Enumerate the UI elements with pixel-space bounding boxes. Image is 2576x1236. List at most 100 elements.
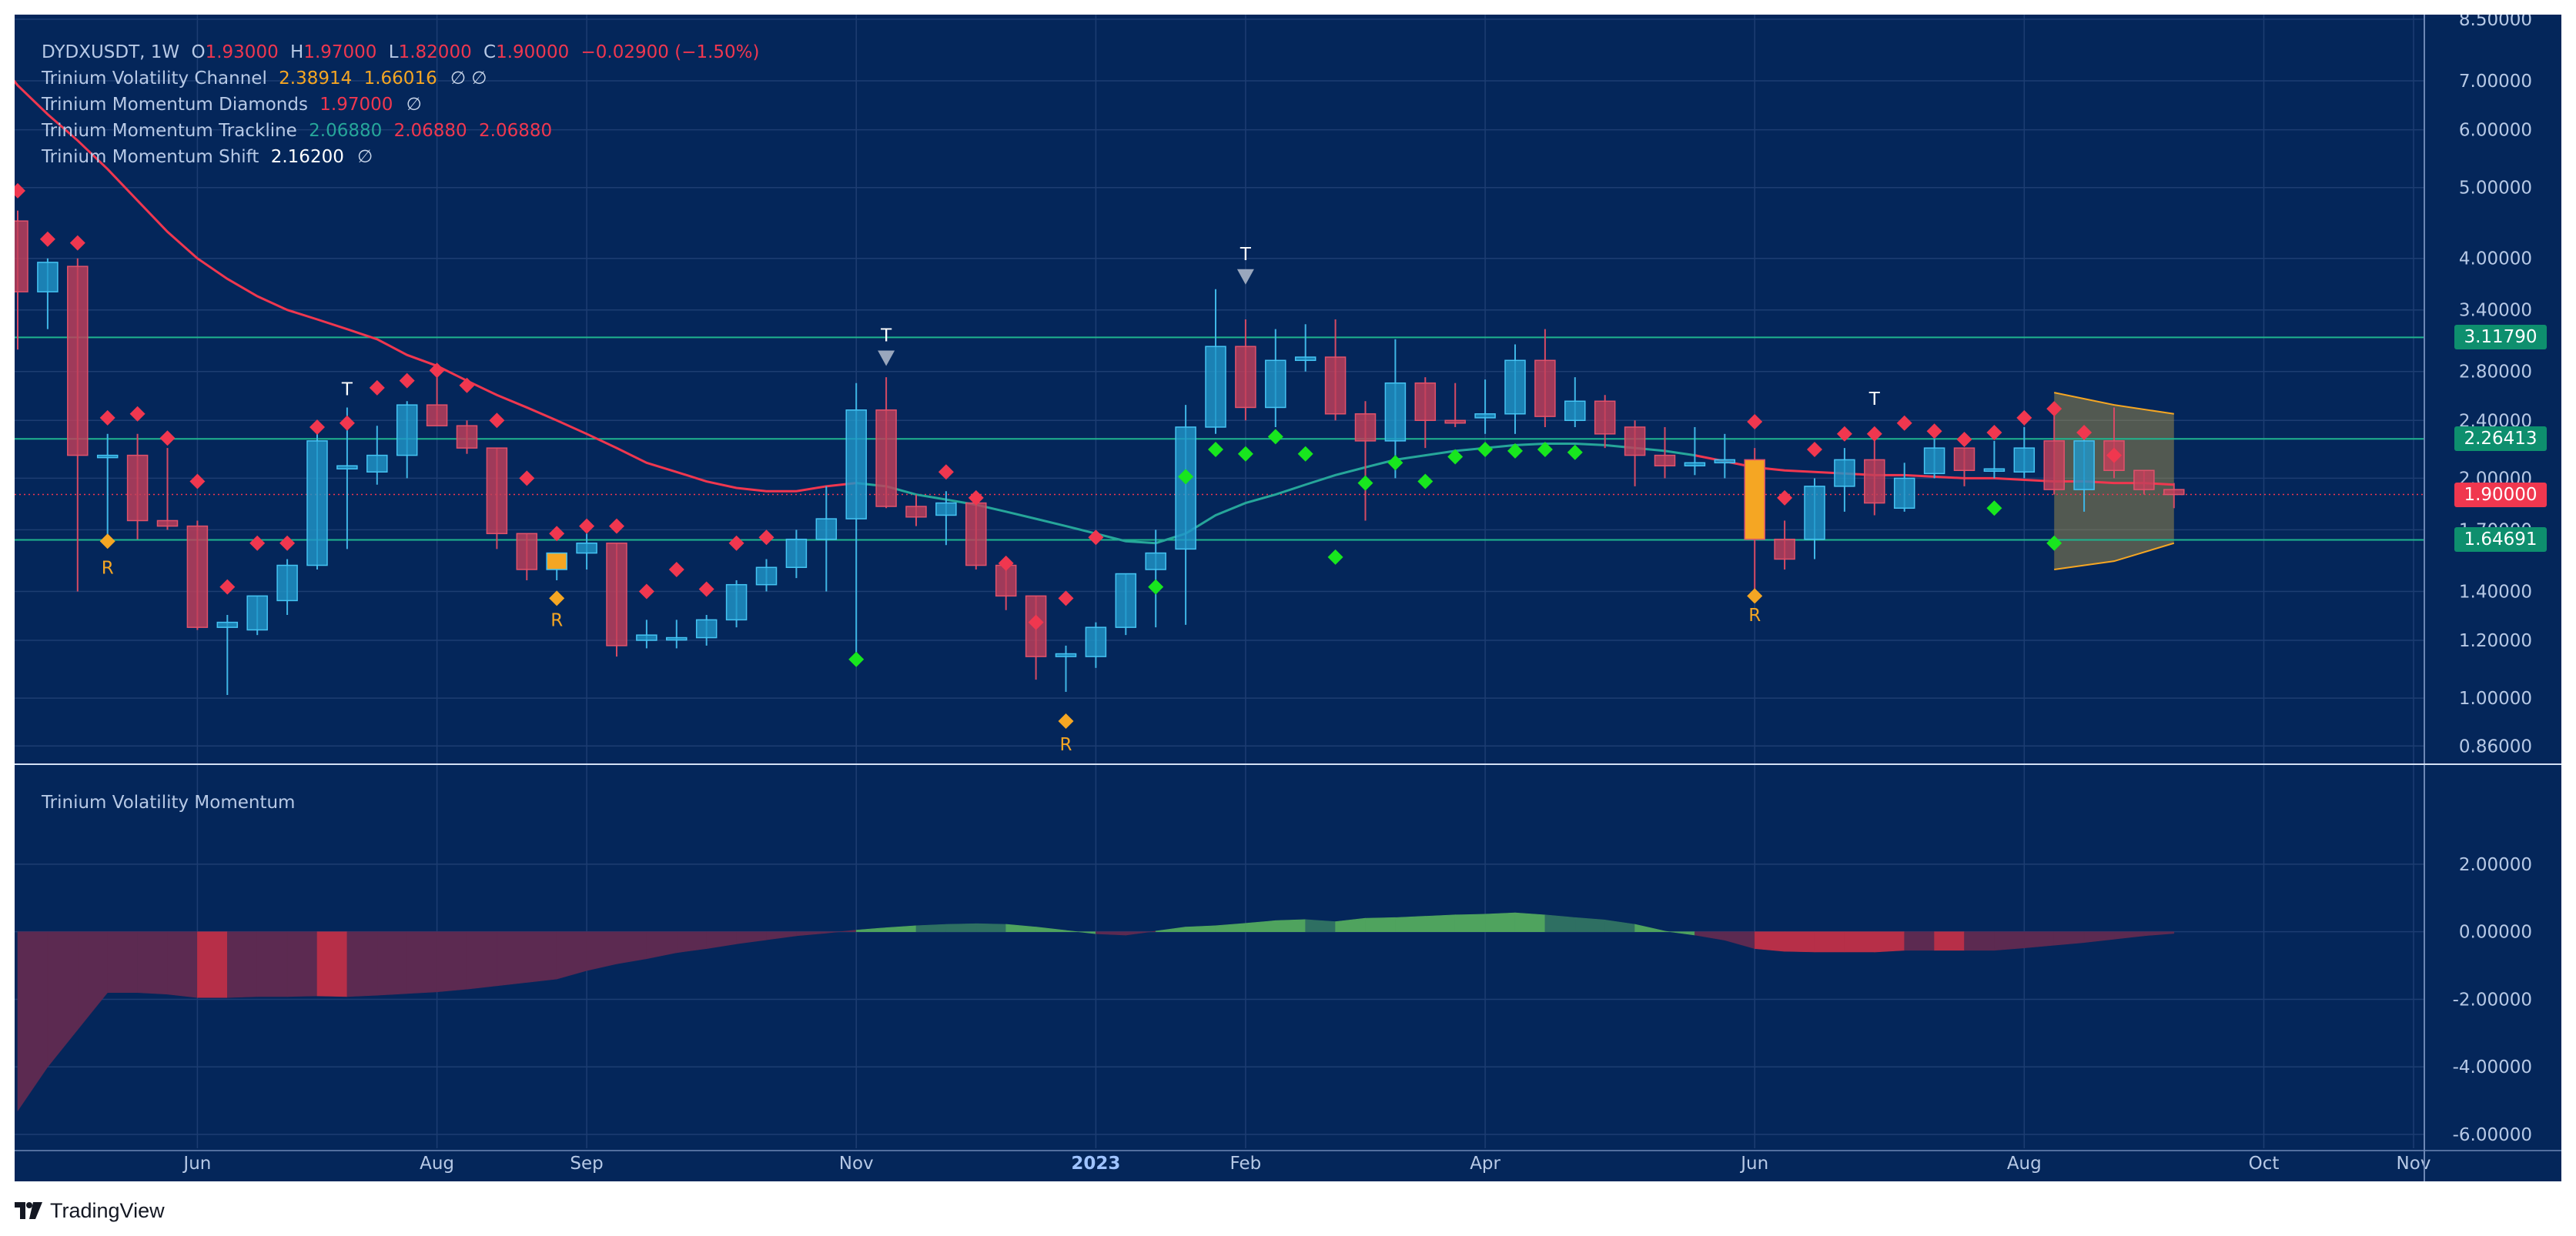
indicator-value: 2.38914 bbox=[279, 68, 353, 89]
diamond-bearish bbox=[1777, 489, 1793, 506]
candle-body bbox=[1654, 454, 1676, 467]
oscillator-segment bbox=[1664, 930, 1695, 936]
diamond-bearish bbox=[429, 362, 445, 379]
indicator-volatility-channel[interactable]: Trinium Volatility Channel 2.38914 1.660… bbox=[42, 65, 760, 92]
candle-body bbox=[1564, 400, 1586, 422]
candle-body bbox=[606, 542, 627, 646]
trend-arrow-icon bbox=[1236, 269, 1254, 285]
price-tag-channel-mid: 2.26413 bbox=[2454, 426, 2547, 452]
trackline-bullish-segment bbox=[856, 443, 1695, 545]
chart-legend: DYDXUSDT, 1W O1.93000 H1.97000 L1.82000 … bbox=[42, 39, 760, 170]
reversal-label: R bbox=[102, 558, 114, 578]
diamond-bearish bbox=[39, 231, 55, 247]
diamond-bearish bbox=[2046, 401, 2062, 417]
candle bbox=[725, 580, 748, 628]
candle-body bbox=[336, 465, 358, 469]
candle bbox=[695, 614, 718, 646]
candle-body bbox=[96, 454, 119, 459]
indicator-name[interactable]: Trinium Momentum Trackline bbox=[42, 121, 297, 141]
oscillator-segment bbox=[885, 925, 917, 932]
reversal-label: R bbox=[550, 610, 563, 630]
chart-frame[interactable]: R R R R T T T T 8.50000 7.00000 6.00000 5.00000 4.0… bbox=[15, 15, 2561, 1181]
indicator-momentum-shift[interactable]: Trinium Momentum Shift 2.16200 ∅ bbox=[42, 144, 760, 170]
close-value: 1.90000 bbox=[496, 42, 570, 62]
oscillator-segment bbox=[406, 931, 437, 994]
candle bbox=[1654, 426, 1676, 479]
oscillator-segment bbox=[1096, 931, 1126, 936]
indicator-name[interactable]: Trinium Volatility Channel bbox=[42, 68, 267, 89]
open-value: 1.93000 bbox=[205, 42, 279, 62]
candle bbox=[1145, 529, 1166, 628]
symbol-ohlc-line[interactable]: DYDXUSDT, 1W O1.93000 H1.97000 L1.82000 … bbox=[42, 39, 760, 65]
oscillator-segment bbox=[1484, 912, 1516, 932]
candle-body bbox=[636, 634, 657, 641]
candle-body bbox=[815, 518, 838, 540]
oscillator-segment bbox=[676, 931, 708, 954]
high-value: 1.97000 bbox=[303, 42, 377, 62]
candle bbox=[2013, 426, 2036, 479]
diamond-bearish bbox=[938, 464, 954, 480]
diamond-reversal bbox=[99, 533, 115, 550]
oscillator-segment bbox=[586, 931, 617, 971]
price-axis-label: 1.40000 bbox=[2459, 582, 2532, 602]
indicator-momentum-trackline[interactable]: Trinium Momentum Trackline 2.06880 2.068… bbox=[42, 118, 760, 144]
candle bbox=[636, 620, 657, 649]
candle bbox=[905, 494, 927, 526]
oscillator-title[interactable]: Trinium Volatility Momentum bbox=[42, 793, 296, 813]
axes[interactable]: 8.50000 7.00000 6.00000 5.00000 4.00000 3.400… bbox=[15, 15, 2561, 1181]
oscillator-segment bbox=[2083, 931, 2115, 944]
indicator-name[interactable]: Trinium Momentum Diamonds bbox=[42, 95, 308, 115]
diamond-bearish bbox=[728, 535, 744, 551]
diamond-bearish bbox=[1747, 413, 1763, 429]
candle bbox=[2163, 483, 2185, 509]
diamond-bearish bbox=[1986, 425, 2002, 441]
oscillator-segment bbox=[1634, 924, 1665, 932]
low-label: L bbox=[388, 42, 399, 62]
oscillator-segment bbox=[1784, 931, 1815, 953]
price-axis-label: 5.00000 bbox=[2459, 179, 2532, 199]
candle bbox=[1804, 478, 1825, 560]
diamond-bearish bbox=[2106, 447, 2122, 463]
diamond-bullish bbox=[1986, 500, 2002, 516]
candle-body bbox=[516, 533, 538, 570]
price-axis-label: 1.00000 bbox=[2459, 689, 2532, 709]
candle bbox=[785, 529, 808, 579]
diamond-bullish bbox=[1567, 444, 1583, 460]
candle-body bbox=[276, 564, 298, 602]
diamond-bearish bbox=[609, 518, 624, 534]
symbol-label[interactable]: DYDXUSDT, 1W bbox=[42, 42, 180, 62]
oscillator-segment bbox=[796, 931, 827, 937]
diamond-bullish bbox=[1507, 443, 1523, 459]
indicator-name[interactable]: Trinium Momentum Shift bbox=[42, 147, 259, 167]
chart-canvas[interactable]: R R R R T T T T 8.50000 7.00000 6.00000 5.00000 4.0… bbox=[15, 15, 2561, 1181]
diamond-bearish bbox=[968, 489, 984, 506]
oscillator-segment bbox=[1754, 931, 1785, 952]
candle bbox=[246, 595, 268, 636]
diamond-bullish bbox=[1237, 446, 1253, 462]
diamond-bullish bbox=[1178, 469, 1194, 485]
oscillator-segment bbox=[1964, 931, 1995, 951]
indicator-value: 2.06880 bbox=[393, 121, 467, 141]
candle-body bbox=[2073, 440, 2095, 490]
oscillator-segment bbox=[1694, 931, 1725, 940]
candle-body bbox=[965, 502, 987, 566]
brand-label: TradingView bbox=[50, 1198, 165, 1222]
oscillator-segment bbox=[975, 923, 1006, 932]
candle-body bbox=[126, 454, 149, 522]
diamond-bullish bbox=[1267, 429, 1283, 445]
candle-body bbox=[935, 502, 957, 516]
indicator-momentum-diamonds[interactable]: Trinium Momentum Diamonds 1.97000 ∅ bbox=[42, 92, 760, 118]
oscillator-segment bbox=[167, 931, 198, 998]
candle-body bbox=[576, 542, 597, 554]
time-axis-label: Jun bbox=[182, 1154, 211, 1174]
candle bbox=[456, 420, 478, 454]
oscillator-segment bbox=[437, 931, 467, 993]
time-axis-label: Oct bbox=[2249, 1154, 2280, 1174]
oscillator-axis-label: -6.00000 bbox=[2453, 1125, 2532, 1145]
candle-body bbox=[37, 262, 59, 292]
candles[interactable] bbox=[15, 210, 2185, 696]
tradingview-attribution[interactable]: TradingView bbox=[15, 1195, 165, 1226]
candle-body bbox=[15, 220, 28, 292]
diamond-bullish bbox=[1148, 579, 1164, 595]
diamond-bullish bbox=[1477, 442, 1494, 458]
